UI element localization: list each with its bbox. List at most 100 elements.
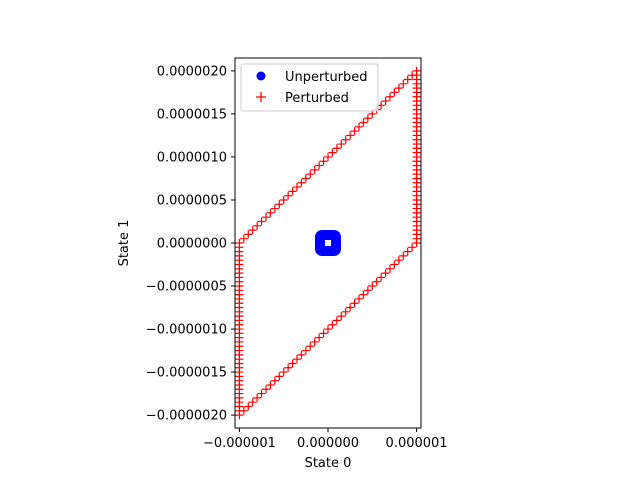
perturbed-point bbox=[257, 217, 266, 226]
perturbed-point bbox=[279, 195, 288, 204]
chart-marks bbox=[235, 66, 421, 420]
perturbed-point bbox=[288, 187, 297, 196]
perturbed-point bbox=[239, 234, 248, 243]
perturbed-point bbox=[350, 127, 359, 136]
perturbed-point bbox=[346, 131, 355, 140]
perturbed-point bbox=[275, 372, 284, 381]
perturbed-point bbox=[239, 406, 248, 415]
perturbed-point bbox=[284, 191, 293, 200]
perturbed-point bbox=[363, 286, 372, 295]
legend-label-perturbed: Perturbed bbox=[285, 91, 349, 106]
perturbed-point bbox=[332, 316, 341, 325]
perturbed-point bbox=[319, 157, 328, 166]
perturbed-point bbox=[350, 299, 359, 308]
perturbed-point bbox=[310, 337, 319, 346]
perturbed-point bbox=[297, 350, 306, 359]
y-tick-label: −0.0000010 bbox=[146, 323, 227, 338]
legend-marker-unperturbed bbox=[256, 71, 266, 81]
legend-marker-perturbed bbox=[256, 92, 266, 102]
y-axis-label: State 1 bbox=[117, 220, 132, 267]
perturbed-point bbox=[381, 97, 390, 106]
perturbed-point bbox=[266, 208, 275, 217]
perturbed-point bbox=[394, 84, 403, 93]
perturbed-point bbox=[390, 88, 399, 97]
perturbed-point bbox=[270, 204, 279, 213]
unperturbed-point-center bbox=[325, 240, 331, 246]
perturbed-point bbox=[386, 92, 394, 101]
perturbed-point bbox=[408, 243, 417, 252]
perturbed-point bbox=[399, 251, 408, 260]
perturbed-point bbox=[341, 307, 350, 316]
perturbed-point bbox=[363, 114, 372, 123]
y-tick-label: 0.0000015 bbox=[157, 107, 227, 122]
perturbed-point bbox=[399, 79, 408, 88]
perturbed-point bbox=[248, 398, 257, 407]
perturbed-point bbox=[328, 320, 337, 329]
perturbed-point bbox=[275, 200, 284, 209]
perturbed-point bbox=[297, 178, 306, 187]
perturbed-point bbox=[257, 389, 266, 398]
perturbed-point bbox=[377, 273, 386, 282]
perturbed-point bbox=[266, 380, 275, 389]
perturbed-point bbox=[412, 239, 421, 247]
perturbed-point bbox=[248, 226, 257, 235]
perturbed-point bbox=[355, 122, 363, 131]
perturbed-point bbox=[244, 402, 253, 411]
perturbed-point bbox=[293, 183, 301, 192]
perturbed-point bbox=[359, 118, 368, 127]
y-tick-label: −0.0000020 bbox=[146, 409, 227, 424]
perturbed-point bbox=[394, 256, 403, 265]
perturbed-point bbox=[306, 342, 315, 351]
perturbed-point bbox=[355, 294, 363, 303]
y-tick-label: 0.0000005 bbox=[157, 193, 227, 208]
perturbed-point bbox=[368, 282, 377, 291]
perturbed-point bbox=[341, 135, 350, 144]
x-tick-label: −0.000001 bbox=[203, 436, 276, 451]
y-tick-label: 0.0000000 bbox=[157, 237, 227, 252]
perturbed-point bbox=[253, 221, 262, 230]
perturbed-point bbox=[301, 346, 310, 355]
perturbed-point bbox=[279, 368, 288, 377]
perturbed-point bbox=[403, 247, 412, 256]
legend: Unperturbed Perturbed bbox=[240, 63, 379, 112]
perturbed-point bbox=[372, 277, 381, 286]
perturbed-point bbox=[310, 165, 319, 174]
perturbed-point bbox=[337, 140, 346, 149]
perturbed-point bbox=[346, 303, 355, 312]
perturbed-point bbox=[381, 269, 390, 278]
x-tick-label: 0.000000 bbox=[297, 436, 359, 451]
perturbed-point bbox=[390, 260, 399, 269]
perturbed-point bbox=[244, 230, 253, 239]
perturbed-point bbox=[306, 170, 315, 179]
perturbed-point bbox=[328, 148, 337, 157]
perturbed-point bbox=[315, 161, 324, 170]
perturbed-point bbox=[359, 290, 368, 299]
perturbed-point bbox=[315, 333, 324, 342]
perturbed-point bbox=[319, 329, 328, 338]
perturbed-point bbox=[324, 325, 332, 334]
perturbed-point bbox=[262, 213, 270, 222]
legend-box bbox=[240, 63, 379, 112]
y-axis: −0.0000020 −0.0000015 −0.0000010 −0.0000005… bbox=[146, 64, 235, 424]
perturbed-point bbox=[301, 174, 310, 183]
perturbed-point bbox=[293, 355, 301, 364]
x-axis-label: State 0 bbox=[305, 456, 352, 471]
perturbed-point bbox=[332, 144, 341, 153]
y-tick-label: 0.0000010 bbox=[157, 150, 227, 165]
perturbed-point bbox=[262, 385, 270, 394]
perturbed-point bbox=[403, 75, 412, 84]
legend-label-unperturbed: Unperturbed bbox=[285, 70, 368, 85]
x-axis: −0.000001 0.000000 0.000001 bbox=[203, 428, 448, 451]
y-tick-label: 0.0000020 bbox=[157, 64, 227, 79]
y-tick-label: −0.0000005 bbox=[146, 280, 227, 295]
perturbed-point bbox=[270, 376, 279, 385]
x-tick-label: 0.000001 bbox=[386, 436, 448, 451]
perturbed-point bbox=[235, 239, 244, 247]
perturbed-point bbox=[253, 393, 262, 402]
perturbed-point bbox=[284, 363, 293, 372]
y-tick-label: −0.0000015 bbox=[146, 366, 227, 381]
perturbed-point bbox=[324, 152, 332, 161]
perturbed-point bbox=[386, 264, 394, 273]
perturbed-point bbox=[337, 312, 346, 321]
